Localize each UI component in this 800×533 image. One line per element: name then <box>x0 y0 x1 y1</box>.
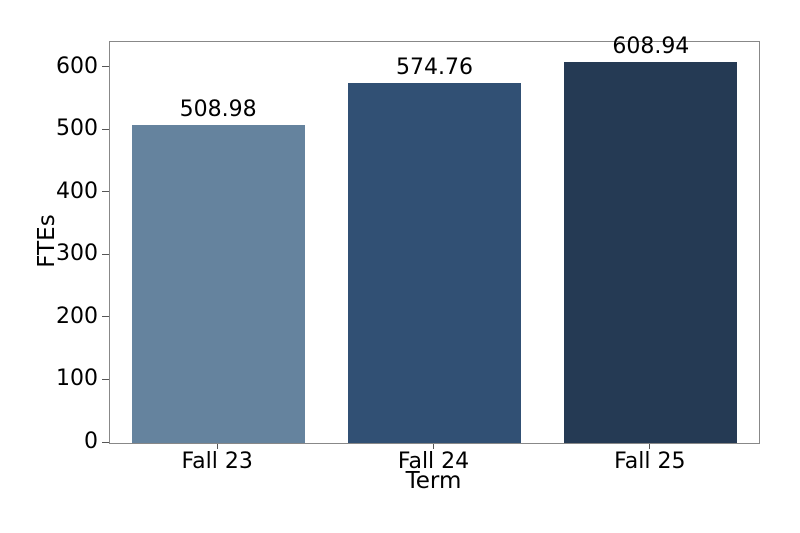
y-tick-mark <box>102 316 109 318</box>
y-tick-label: 100 <box>56 366 98 392</box>
y-tick-label: 500 <box>56 116 98 142</box>
bar <box>131 124 305 443</box>
y-tick-label: 600 <box>56 53 98 79</box>
y-tick-mark <box>102 191 109 193</box>
y-tick-mark <box>102 128 109 130</box>
x-tick-mark <box>216 444 218 449</box>
x-tick-mark <box>433 444 434 449</box>
bar <box>347 83 522 443</box>
y-tick-mark <box>102 253 109 255</box>
bar-value-label: 508.98 <box>179 96 257 122</box>
bar-value-label: 608.94 <box>612 34 690 60</box>
x-tick-label: Fall 25 <box>614 449 686 474</box>
x-axis-label: Term <box>405 468 462 494</box>
bar-value-label: 574.76 <box>396 55 473 81</box>
y-tick-label: 400 <box>56 178 98 204</box>
bar <box>564 62 738 443</box>
y-tick-label: 300 <box>56 241 98 267</box>
plot-area: 508.98 574.76 608.94 <box>109 35 760 444</box>
x-tick-label: Fall 24 <box>397 449 470 474</box>
y-tick-label: 0 <box>84 429 98 454</box>
y-tick-mark <box>102 441 109 443</box>
y-tick-label: 200 <box>56 303 98 329</box>
y-tick-mark <box>102 378 109 380</box>
y-tick-mark <box>102 66 109 68</box>
x-tick-mark <box>649 444 651 449</box>
x-tick-label: Fall 23 <box>181 449 253 474</box>
